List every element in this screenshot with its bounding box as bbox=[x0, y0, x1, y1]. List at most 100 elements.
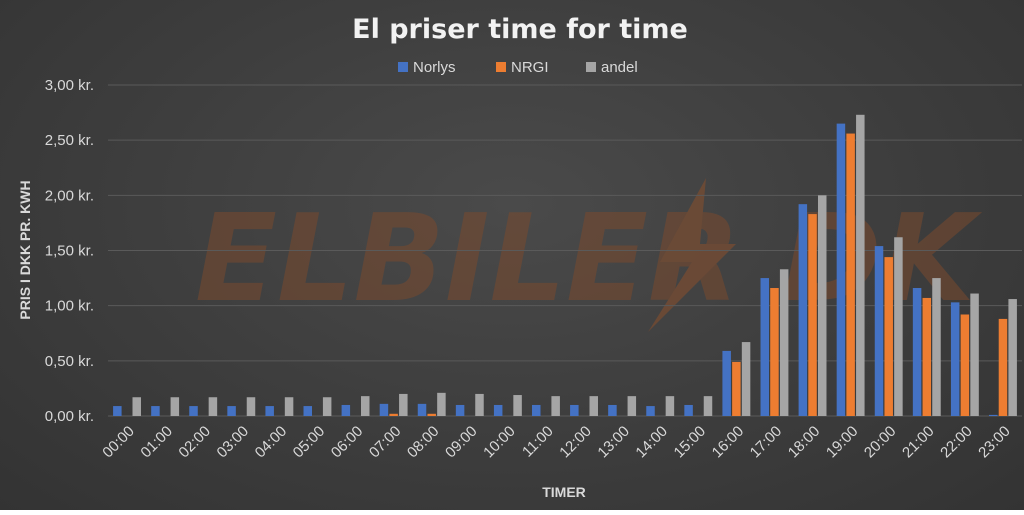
bar-andel-15 bbox=[703, 396, 713, 416]
bar-andel-8 bbox=[437, 392, 446, 416]
x-tick-label: 18:00 bbox=[785, 423, 824, 462]
bar-andel-23 bbox=[1008, 299, 1017, 416]
bar-norlys-11 bbox=[532, 404, 541, 416]
x-tick-label: 07:00 bbox=[366, 423, 405, 462]
bar-norlys-22 bbox=[950, 302, 960, 416]
x-tick-label: 10:00 bbox=[480, 423, 519, 462]
bar-andel-9 bbox=[475, 393, 484, 416]
bar-andel-17 bbox=[779, 269, 789, 416]
legend-swatch-norlys bbox=[398, 62, 408, 72]
bar-nrgi-7 bbox=[389, 413, 398, 416]
y-axis-title: PRIS I DKK PR. KWH bbox=[17, 180, 33, 319]
bar-andel-21 bbox=[932, 278, 941, 416]
bar-andel-12 bbox=[589, 396, 598, 416]
lightning-bolt-icon bbox=[648, 178, 736, 332]
bar-nrgi-18 bbox=[808, 214, 817, 416]
bar-andel-16 bbox=[741, 342, 751, 416]
bar-norlys-3 bbox=[227, 406, 236, 416]
x-tick-label: 00:00 bbox=[99, 423, 138, 462]
x-tick-label: 17:00 bbox=[747, 423, 786, 462]
bar-andel-18 bbox=[817, 195, 827, 416]
y-tick-label: 2,00 kr. bbox=[45, 187, 94, 204]
y-tick-label: 2,50 kr. bbox=[45, 132, 94, 149]
bar-norlys-10 bbox=[493, 404, 503, 416]
x-tick-label: 22:00 bbox=[937, 423, 976, 462]
bar-norlys-8 bbox=[417, 403, 427, 416]
bar-andel-5 bbox=[322, 397, 332, 416]
bar-norlys-21 bbox=[912, 288, 922, 416]
legend-swatch-nrgi bbox=[496, 62, 506, 72]
gridlines bbox=[108, 84, 1022, 417]
bar-norlys-7 bbox=[379, 403, 389, 416]
legend: Norlys NRGI andel bbox=[398, 59, 638, 76]
x-tick-label: 13:00 bbox=[594, 423, 633, 462]
legend-label-nrgi: NRGI bbox=[511, 59, 549, 76]
bar-norlys-9 bbox=[455, 404, 465, 416]
bar-nrgi-21 bbox=[922, 297, 932, 416]
x-tick-label: 20:00 bbox=[861, 423, 900, 462]
bar-andel-4 bbox=[284, 397, 294, 416]
x-tick-label: 05:00 bbox=[290, 423, 329, 462]
bars bbox=[113, 114, 1017, 417]
bar-andel-0 bbox=[132, 397, 141, 416]
bar-andel-13 bbox=[627, 396, 637, 416]
bar-norlys-14 bbox=[646, 406, 655, 416]
watermark-logo: ELBILER DK bbox=[195, 178, 983, 332]
y-tick-label: 1,50 kr. bbox=[45, 243, 94, 260]
bar-andel-6 bbox=[360, 396, 370, 416]
bar-andel-20 bbox=[894, 237, 903, 416]
x-tick-label: 15:00 bbox=[671, 423, 710, 462]
bar-nrgi-20 bbox=[884, 257, 893, 416]
legend-label-andel: andel bbox=[601, 59, 638, 76]
bar-norlys-20 bbox=[874, 246, 884, 416]
x-axis-ticks: 00:00 01:00 02:00 03:00 04:00 05:00 06:00 07:00… bbox=[99, 423, 1013, 462]
bar-andel-14 bbox=[665, 396, 675, 416]
bar-andel-22 bbox=[970, 293, 979, 416]
bar-norlys-0 bbox=[113, 406, 122, 416]
bar-andel-3 bbox=[246, 397, 256, 416]
y-tick-label: 0,50 kr. bbox=[45, 353, 94, 370]
bar-nrgi-17 bbox=[770, 288, 779, 416]
bar-norlys-15 bbox=[684, 404, 693, 416]
bar-norlys-19 bbox=[836, 123, 846, 417]
legend-swatch-andel bbox=[586, 62, 596, 72]
bar-norlys-23 bbox=[989, 414, 998, 416]
x-tick-label: 11:00 bbox=[519, 423, 557, 461]
bar-nrgi-8 bbox=[427, 413, 436, 416]
x-tick-label: 14:00 bbox=[632, 423, 671, 462]
bar-nrgi-22 bbox=[960, 314, 970, 416]
x-tick-label: 23:00 bbox=[975, 423, 1014, 462]
bar-nrgi-23 bbox=[998, 318, 1008, 416]
legend-label-norlys: Norlys bbox=[413, 59, 456, 76]
bar-norlys-2 bbox=[189, 406, 198, 416]
x-tick-label: 16:00 bbox=[709, 423, 748, 462]
bar-norlys-18 bbox=[798, 204, 808, 416]
bar-andel-19 bbox=[856, 114, 865, 416]
x-tick-label: 12:00 bbox=[556, 423, 595, 462]
x-tick-label: 03:00 bbox=[214, 423, 253, 462]
bar-norlys-6 bbox=[341, 404, 351, 416]
bar-nrgi-19 bbox=[846, 133, 855, 417]
x-tick-label: 21:00 bbox=[899, 423, 938, 462]
x-tick-label: 09:00 bbox=[442, 423, 481, 462]
watermark-text: ELBILER DK bbox=[195, 190, 983, 329]
x-tick-label: 19:00 bbox=[823, 423, 862, 462]
y-tick-label: 3,00 kr. bbox=[45, 77, 94, 94]
x-tick-label: 01:00 bbox=[137, 423, 176, 462]
bar-norlys-1 bbox=[151, 406, 160, 416]
bar-norlys-17 bbox=[760, 278, 770, 416]
bar-nrgi-16 bbox=[732, 361, 741, 416]
chart-title: El priser time for time bbox=[352, 14, 688, 45]
bar-andel-7 bbox=[399, 393, 408, 416]
bar-norlys-5 bbox=[303, 406, 313, 416]
bar-norlys-16 bbox=[722, 350, 731, 416]
x-tick-label: 04:00 bbox=[252, 423, 291, 462]
x-tick-label: 08:00 bbox=[404, 423, 443, 462]
bar-norlys-12 bbox=[570, 404, 579, 416]
bar-norlys-4 bbox=[265, 406, 274, 416]
y-axis-ticks: 0,00 kr. 0,50 kr. 1,00 kr. 1,50 kr. 2,00 kr.… bbox=[45, 77, 94, 425]
bar-norlys-13 bbox=[608, 404, 617, 416]
x-tick-label: 06:00 bbox=[328, 423, 367, 462]
